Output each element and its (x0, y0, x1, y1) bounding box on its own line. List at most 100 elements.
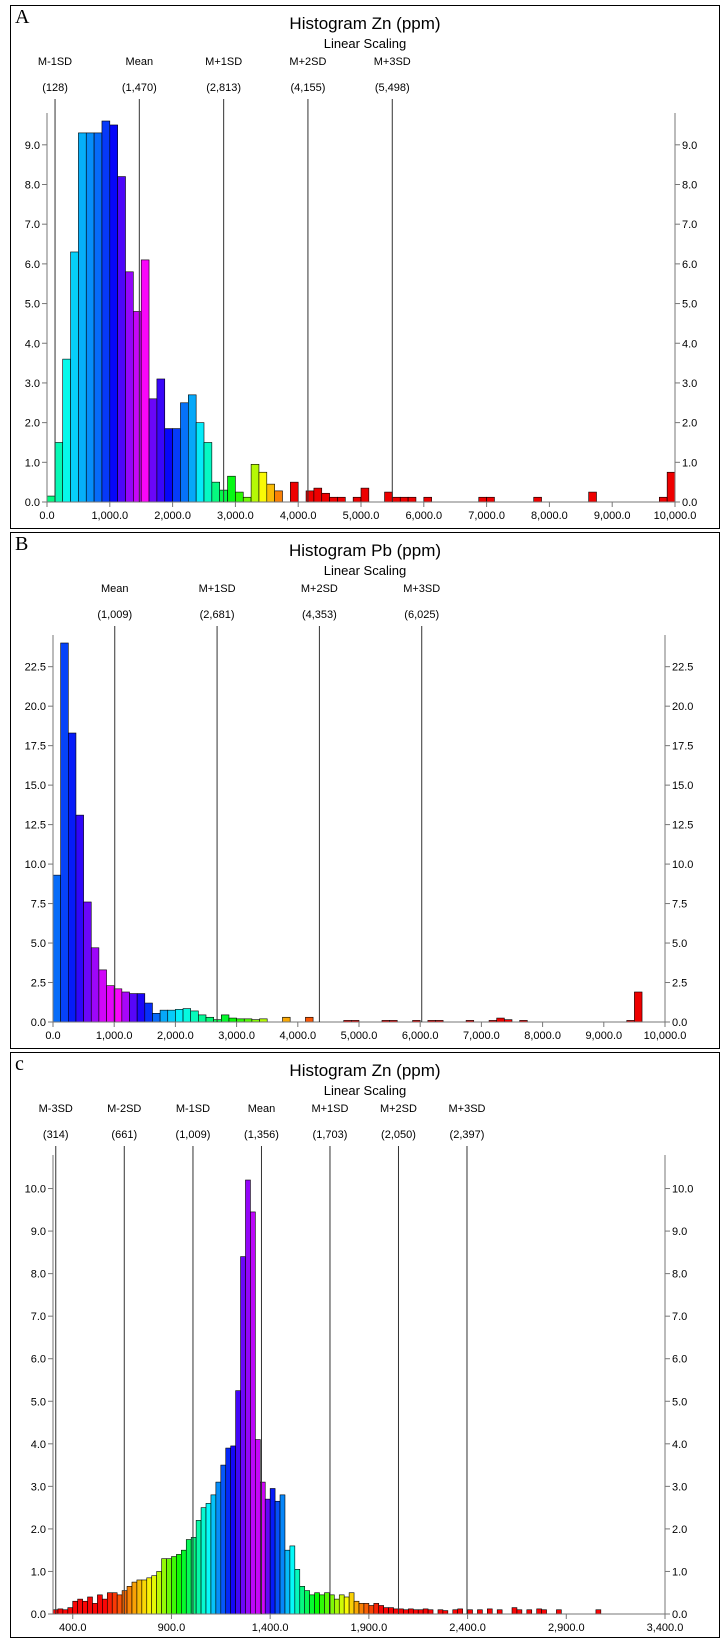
histogram-bar (75, 814, 84, 1023)
y-tick-label-right: 0.0 (672, 1017, 687, 1029)
histogram-bar (106, 985, 115, 1023)
y-tick-label-left: 9.0 (25, 140, 40, 152)
histogram-bar (348, 1592, 355, 1615)
histogram-bar (384, 491, 393, 503)
histogram-bar (152, 1013, 161, 1023)
y-tick-label-right: 9.0 (672, 1226, 687, 1238)
y-tick-label-right: 12.5 (672, 820, 693, 832)
histogram-bar (533, 496, 542, 503)
histogram-bar (324, 1592, 330, 1615)
histogram-bar (54, 442, 63, 503)
y-tick-label-left: 2.0 (31, 1524, 46, 1536)
chart-title: Histogram Zn (ppm) (289, 14, 441, 33)
y-tick-label-left: 2.5 (31, 978, 46, 990)
histogram-bar (487, 1608, 493, 1615)
histogram-bar (164, 428, 173, 503)
histogram-bar (227, 475, 236, 503)
histogram-bar (240, 1256, 246, 1615)
sd-marker-value: (2,813) (206, 82, 241, 94)
sd-marker-label: M+3SD (374, 56, 411, 68)
y-tick-label-left: 7.0 (31, 1311, 46, 1323)
y-tick-label-right: 2.0 (682, 418, 697, 430)
histogram-bar (172, 428, 181, 503)
histogram-bar (353, 1600, 360, 1615)
histogram-bar (399, 496, 409, 503)
histogram-bar (200, 1507, 207, 1615)
histogram-bar (305, 1016, 314, 1023)
histogram-bar (195, 422, 205, 503)
histogram-bar (556, 1609, 562, 1615)
y-tick-label-right: 1.0 (682, 457, 697, 469)
histogram-bar (258, 471, 268, 503)
x-tick-label: 6,000.0 (405, 510, 442, 522)
histogram-bar (299, 1586, 306, 1615)
histogram-bar (175, 1009, 184, 1023)
histogram-bar (98, 969, 107, 1023)
histogram-bar (526, 1609, 533, 1615)
histogram-bar (148, 398, 158, 503)
y-tick-label-right: 6.0 (682, 259, 697, 271)
y-tick-label-left: 0.0 (31, 1609, 46, 1621)
y-tick-label-right: 17.5 (672, 741, 693, 753)
y-tick-label-left: 0.0 (25, 497, 40, 509)
histogram-bar (516, 1609, 523, 1615)
sd-marker-label: M+2SD (380, 1103, 417, 1115)
histogram-bar (102, 1598, 108, 1615)
y-tick-label-left: 9.0 (31, 1226, 46, 1238)
y-tick-label-right: 4.0 (672, 1439, 687, 1451)
histogram-bar (146, 1577, 153, 1615)
histogram-bar (93, 132, 103, 503)
histogram-bar (496, 1609, 503, 1615)
histogram-bar (407, 496, 417, 503)
histogram-bar (422, 1608, 429, 1615)
y-tick-label-right: 5.0 (672, 938, 687, 950)
histogram-bar (82, 1600, 88, 1615)
y-tick-label-right: 7.0 (672, 1311, 687, 1323)
x-tick-label: 8,000.0 (531, 510, 568, 522)
y-tick-label-right: 6.0 (672, 1354, 687, 1366)
y-tick-label-right: 0.0 (672, 1609, 687, 1621)
x-tick-label: 3,400.0 (647, 1622, 684, 1634)
histogram-bar (363, 1603, 370, 1615)
x-tick-label: 4,000.0 (280, 510, 317, 522)
y-tick-label-right: 10.0 (672, 859, 693, 871)
chart-title: Histogram Zn (ppm) (289, 1061, 441, 1080)
sd-marker-label: Mean (248, 1103, 276, 1115)
y-tick-label-right: 7.0 (682, 219, 697, 231)
histogram-bar (57, 1608, 64, 1615)
histogram-bar (245, 1179, 251, 1615)
x-tick-label: 5,000.0 (341, 1030, 378, 1042)
sd-marker-label: M+2SD (301, 583, 338, 595)
histogram-bar (595, 1609, 602, 1615)
histogram-bar (151, 1575, 157, 1615)
histogram-bar (125, 271, 134, 503)
histogram-bar (92, 1603, 98, 1615)
panel-label: A (15, 6, 30, 28)
histogram-bar (360, 487, 370, 503)
y-tick-label-right: 2.5 (672, 978, 687, 990)
y-tick-label-right: 22.5 (672, 662, 693, 674)
sd-marker-value: (1,009) (176, 1129, 211, 1141)
histogram-bar (477, 1609, 483, 1615)
sd-marker-label: Mean (101, 583, 129, 595)
histogram-bar (109, 124, 118, 503)
histogram-bar (427, 1609, 434, 1615)
sd-marker-value: (2,681) (200, 609, 235, 621)
bars (46, 120, 676, 503)
sd-marker-label: M+1SD (311, 1103, 348, 1115)
x-tick-label: 9,000.0 (585, 1030, 622, 1042)
sd-marker-value: (5,498) (375, 82, 410, 94)
x-tick-label: 8,000.0 (524, 1030, 561, 1042)
histogram-bar (274, 1500, 281, 1615)
histogram-bar (250, 463, 260, 503)
y-tick-label-left: 0.0 (31, 1017, 46, 1029)
histogram-bar (269, 1488, 276, 1615)
histogram-bar (101, 120, 111, 503)
bars (52, 1179, 602, 1615)
histogram-bar (228, 1017, 237, 1023)
histogram-bar (220, 1464, 227, 1615)
histogram-bar (634, 991, 643, 1023)
y-tick-label-right: 20.0 (672, 701, 693, 713)
histogram-bar (176, 1554, 182, 1615)
histogram-bar (319, 1594, 325, 1615)
